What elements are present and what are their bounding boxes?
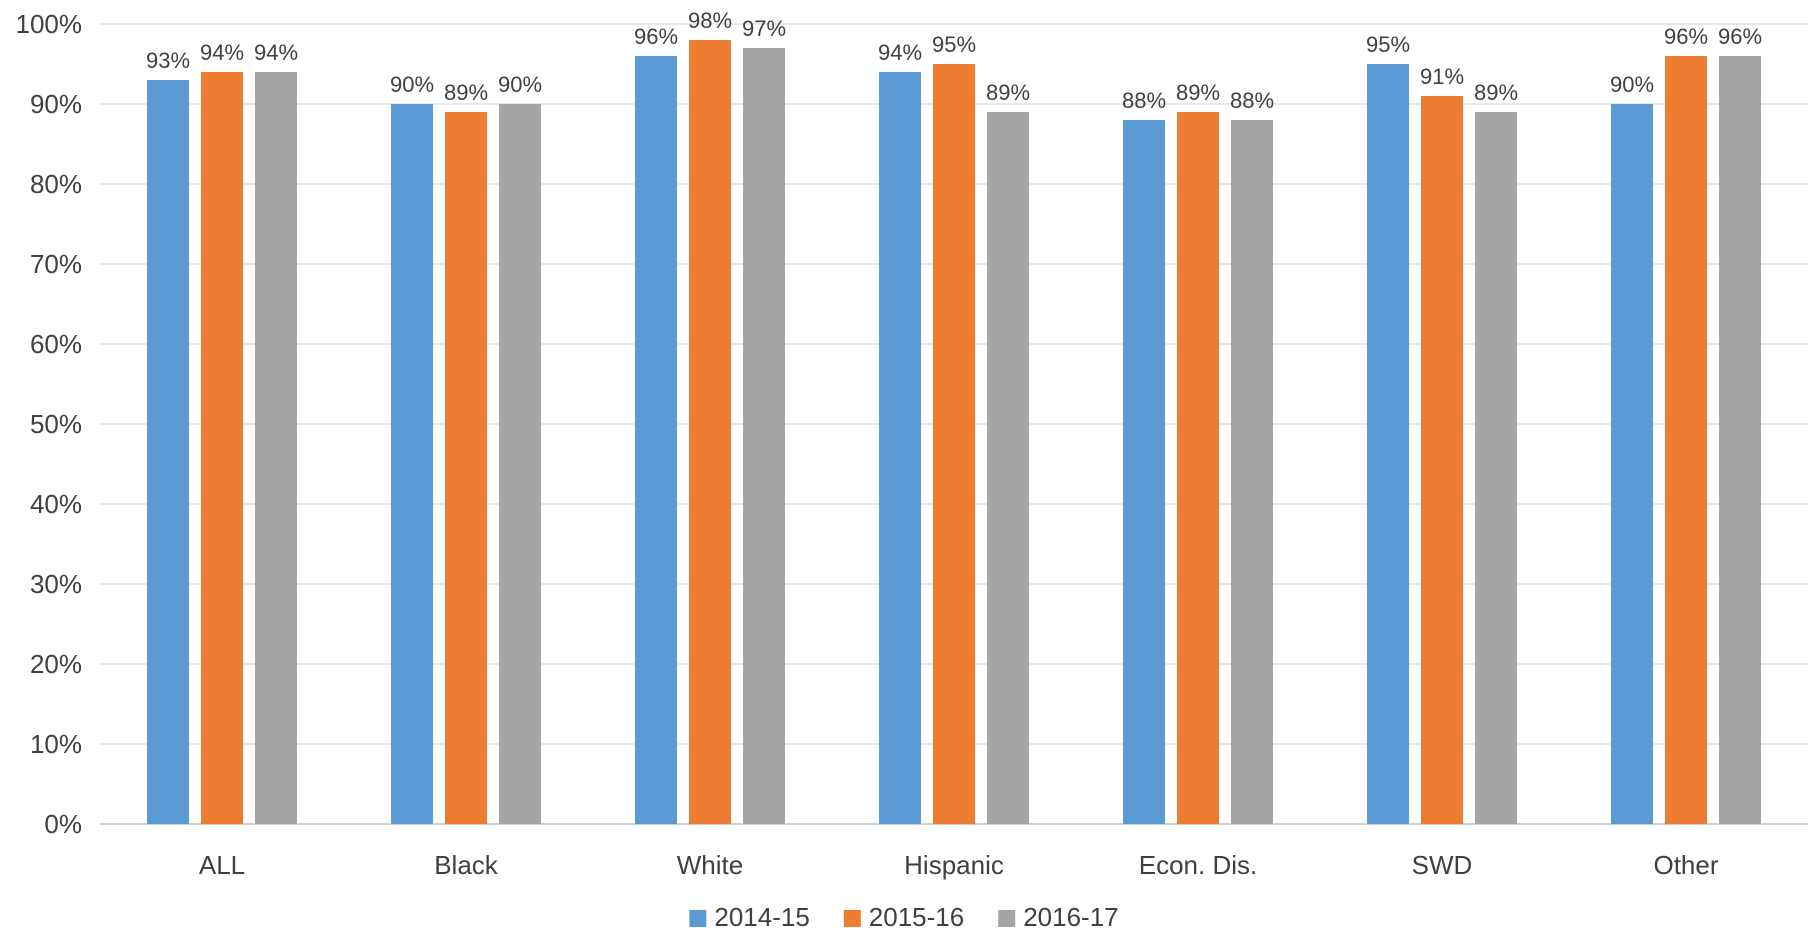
x-tick-label: Hispanic	[904, 850, 1004, 880]
legend-swatch	[998, 910, 1016, 927]
y-tick-label: 60%	[30, 329, 82, 359]
bar-2014-15-black	[391, 104, 433, 824]
bar-2014-15-econ-dis	[1123, 120, 1165, 824]
x-tick-label: Black	[434, 850, 499, 880]
data-label: 96%	[1664, 24, 1708, 49]
legend-item-2015-16: 2015-16	[843, 902, 964, 932]
bars	[147, 40, 1761, 824]
bar-2015-16-black	[445, 112, 487, 824]
data-label: 90%	[1610, 72, 1654, 97]
data-label: 89%	[1176, 80, 1220, 105]
bar-2016-17-econ-dis	[1231, 120, 1273, 824]
bar-2014-15-white	[635, 56, 677, 824]
bar-2015-16-swd	[1421, 96, 1463, 824]
data-label: 95%	[932, 32, 976, 57]
legend-swatch	[843, 910, 861, 927]
x-axis-ticks: ALL Black White Hispanic Econ. Dis. SWD Other	[199, 850, 1719, 880]
legend-item-2016-17: 2016-17	[998, 902, 1119, 932]
legend-label: 2015-16	[869, 902, 964, 932]
legend: 2014-15 2015-16 2016-17	[689, 902, 1119, 932]
x-tick-label: White	[677, 850, 743, 880]
y-tick-label: 50%	[30, 409, 82, 439]
y-tick-label: 90%	[30, 89, 82, 119]
data-label: 91%	[1420, 64, 1464, 89]
bar-2015-16-econ-dis	[1177, 112, 1219, 824]
bar-2015-16-all	[201, 72, 243, 824]
bar-2015-16-white	[689, 40, 731, 824]
x-tick-label: SWD	[1412, 850, 1473, 880]
data-label: 94%	[878, 40, 922, 65]
data-label: 95%	[1366, 32, 1410, 57]
data-label: 94%	[254, 40, 298, 65]
data-label: 88%	[1230, 88, 1274, 113]
legend-label: 2016-17	[1023, 902, 1118, 932]
data-label: 97%	[742, 16, 786, 41]
data-label: 88%	[1122, 88, 1166, 113]
data-label: 89%	[986, 80, 1030, 105]
y-tick-label: 0%	[44, 809, 82, 839]
bar-2016-17-white	[743, 48, 785, 824]
bar-2016-17-hispanic	[987, 112, 1029, 824]
bar-2014-15-swd	[1367, 64, 1409, 824]
bar-2014-15-hispanic	[879, 72, 921, 824]
legend-label: 2014-15	[714, 902, 809, 932]
bar-2015-16-hispanic	[933, 64, 975, 824]
data-label: 94%	[200, 40, 244, 65]
data-label: 98%	[688, 8, 732, 33]
x-tick-label: Other	[1653, 850, 1718, 880]
y-tick-label: 10%	[30, 729, 82, 759]
bar-2014-15-other	[1611, 104, 1653, 824]
bar-2016-17-all	[255, 72, 297, 824]
data-label: 93%	[146, 48, 190, 73]
y-tick-label: 40%	[30, 489, 82, 519]
bar-2016-17-black	[499, 104, 541, 824]
data-label: 90%	[498, 72, 542, 97]
x-tick-label: Econ. Dis.	[1139, 850, 1258, 880]
data-labels: 93% 94% 94% 90% 89% 90% 96% 98% 97% 94% 95% 89% 88% 8…	[146, 8, 1762, 113]
data-label: 96%	[1718, 24, 1762, 49]
y-tick-label: 100%	[16, 9, 83, 39]
legend-item-2014-15: 2014-15	[689, 902, 810, 932]
x-tick-label: ALL	[199, 850, 245, 880]
data-label: 90%	[390, 72, 434, 97]
bar-2014-15-all	[147, 80, 189, 824]
y-tick-label: 30%	[30, 569, 82, 599]
bar-2015-16-other	[1665, 56, 1707, 824]
y-tick-label: 70%	[30, 249, 82, 279]
bar-2016-17-swd	[1475, 112, 1517, 824]
legend-swatch	[689, 910, 707, 927]
y-tick-label: 80%	[30, 169, 82, 199]
data-label: 89%	[1474, 80, 1518, 105]
y-tick-label: 20%	[30, 649, 82, 679]
bar-2016-17-other	[1719, 56, 1761, 824]
y-axis-ticks: 0% 10% 20% 30% 40% 50% 60% 70% 80% 90% 100%	[16, 9, 83, 839]
data-label: 96%	[634, 24, 678, 49]
data-label: 89%	[444, 80, 488, 105]
